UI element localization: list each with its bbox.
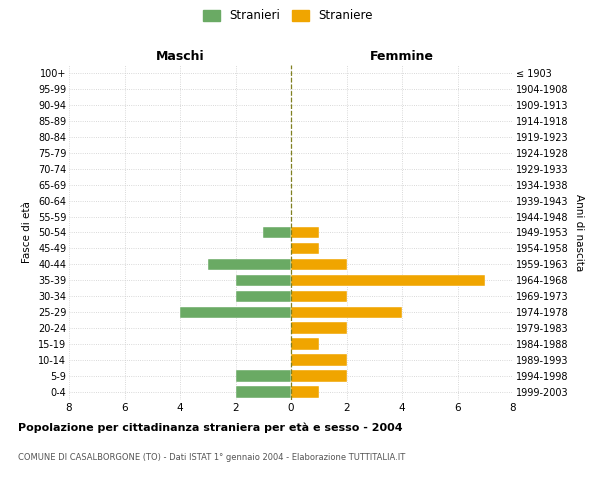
- Bar: [180, 306, 291, 318]
- Bar: [235, 370, 291, 382]
- Bar: [235, 290, 291, 302]
- Bar: [291, 227, 319, 238]
- Text: COMUNE DI CASALBORGONE (TO) - Dati ISTAT 1° gennaio 2004 - Elaborazione TUTTITAL: COMUNE DI CASALBORGONE (TO) - Dati ISTAT…: [18, 452, 405, 462]
- Bar: [291, 386, 319, 398]
- Bar: [291, 306, 402, 318]
- Bar: [235, 274, 291, 286]
- Bar: [291, 274, 485, 286]
- Bar: [291, 290, 347, 302]
- Y-axis label: Anni di nascita: Anni di nascita: [574, 194, 584, 271]
- Bar: [291, 354, 347, 366]
- Bar: [208, 258, 291, 270]
- Text: Femmine: Femmine: [370, 50, 434, 62]
- Y-axis label: Fasce di età: Fasce di età: [22, 202, 32, 264]
- Text: Popolazione per cittadinanza straniera per età e sesso - 2004: Popolazione per cittadinanza straniera p…: [18, 422, 403, 433]
- Bar: [291, 258, 347, 270]
- Legend: Stranieri, Straniere: Stranieri, Straniere: [200, 6, 376, 26]
- Bar: [263, 227, 291, 238]
- Bar: [291, 322, 347, 334]
- Bar: [291, 242, 319, 254]
- Bar: [235, 386, 291, 398]
- Bar: [291, 370, 347, 382]
- Text: Maschi: Maschi: [155, 50, 205, 62]
- Bar: [291, 338, 319, 350]
